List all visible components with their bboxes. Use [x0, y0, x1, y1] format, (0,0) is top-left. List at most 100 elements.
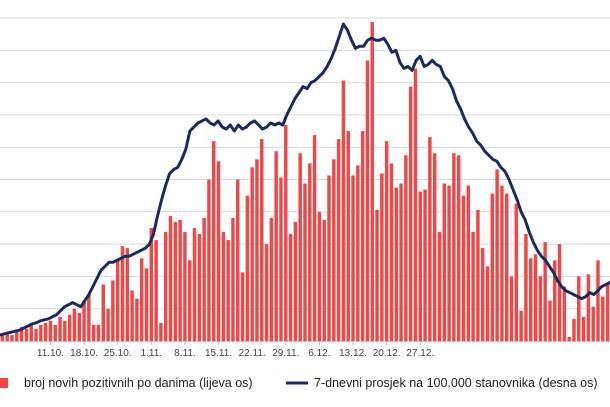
bar	[490, 193, 495, 341]
bar	[370, 22, 374, 341]
bar	[284, 124, 288, 342]
legend-bar-label: broj novih pozitivnih po danima (lijeva …	[24, 376, 253, 390]
x-tick-label: 22.11.	[239, 348, 266, 359]
bar	[596, 260, 600, 341]
bar	[538, 276, 543, 341]
bar	[432, 153, 437, 341]
bar	[466, 185, 471, 341]
bar	[43, 322, 48, 341]
legend-bar-swatch	[0, 378, 8, 388]
bar	[529, 258, 533, 341]
bar	[135, 298, 139, 341]
bar	[404, 155, 408, 341]
bar	[245, 195, 250, 341]
bar	[293, 221, 298, 341]
bar	[173, 221, 178, 341]
bar	[288, 234, 293, 341]
bar	[197, 234, 202, 341]
bar	[19, 326, 24, 341]
bar	[418, 191, 423, 341]
bar	[168, 215, 173, 341]
bar	[240, 272, 245, 341]
bar	[336, 139, 341, 341]
bar	[53, 324, 57, 341]
x-tick-label: 6.12.	[308, 348, 330, 359]
average-line	[0, 22, 610, 337]
bar	[183, 231, 187, 341]
bar	[360, 131, 365, 341]
bar-series	[0, 22, 610, 342]
bar	[130, 290, 134, 341]
bar	[586, 274, 591, 341]
bar	[67, 314, 72, 341]
bar	[269, 217, 274, 341]
bar	[581, 316, 586, 341]
bar	[101, 284, 105, 341]
bar	[149, 227, 154, 341]
bar	[207, 179, 211, 341]
bar	[346, 131, 350, 341]
bar	[413, 68, 418, 341]
bar	[572, 318, 576, 341]
bar	[139, 258, 144, 341]
bar	[399, 183, 403, 341]
bar	[96, 324, 101, 341]
bar	[236, 179, 240, 341]
x-axis-ticks: 11.10. 18.10. 25.10. 1.11. 8.11. 15.11. 22.11.…	[37, 341, 434, 359]
bar	[77, 312, 81, 341]
bar	[548, 300, 552, 341]
bar	[15, 330, 19, 341]
bar	[192, 227, 197, 341]
bar	[365, 60, 370, 342]
bar	[255, 159, 259, 341]
x-tick-label: 29.11.	[272, 348, 299, 359]
bar	[562, 286, 567, 341]
bar	[317, 211, 322, 341]
bar	[384, 141, 389, 341]
bar	[72, 308, 77, 341]
x-tick-label: 27.12.	[406, 348, 434, 359]
bar	[461, 195, 466, 341]
x-tick-label: 11.10.	[37, 348, 64, 359]
bar	[452, 153, 456, 341]
bar	[178, 219, 182, 341]
x-tick-label: 20.12.	[373, 348, 401, 359]
bar	[202, 217, 206, 341]
bar	[274, 151, 278, 341]
bar	[87, 294, 91, 341]
bar	[341, 80, 346, 342]
bar	[125, 248, 130, 341]
bar	[144, 268, 149, 341]
bar	[163, 231, 168, 341]
bar	[48, 320, 53, 341]
bar	[442, 183, 447, 341]
bar	[533, 254, 538, 341]
bar	[154, 240, 158, 341]
bar	[524, 234, 528, 341]
bar	[111, 280, 115, 341]
bar	[115, 260, 120, 341]
x-tick-label: 25.10.	[104, 348, 132, 359]
bar	[308, 163, 312, 341]
bar	[332, 159, 336, 341]
bar	[456, 155, 461, 341]
bar	[567, 336, 571, 341]
bar	[322, 219, 326, 341]
bar	[428, 137, 432, 341]
bar	[351, 175, 355, 341]
bar	[231, 217, 235, 341]
bar	[226, 240, 230, 341]
bar	[187, 260, 192, 341]
bar	[408, 86, 413, 341]
bar	[476, 209, 480, 341]
bar	[605, 284, 610, 341]
bar	[303, 183, 307, 341]
x-tick-label: 15.11.	[205, 348, 232, 359]
bar	[480, 248, 485, 341]
bar	[553, 260, 557, 341]
bar	[106, 308, 110, 341]
bar	[519, 310, 523, 341]
bar	[375, 209, 379, 341]
bar	[437, 231, 442, 341]
